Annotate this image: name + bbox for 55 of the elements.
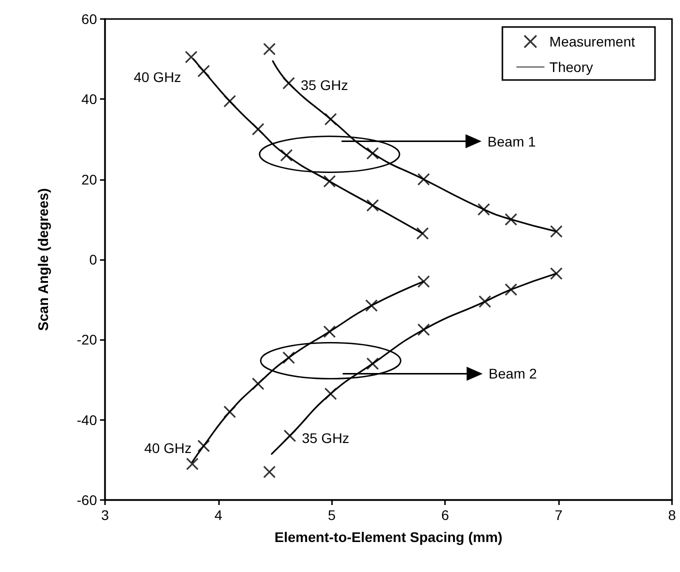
point — [263, 42, 276, 56]
point — [366, 199, 379, 212]
y-tick-label: -40 — [76, 412, 98, 428]
x-tick-label: 4 — [214, 507, 222, 523]
x-tick-label: 7 — [554, 507, 563, 523]
point — [366, 146, 379, 160]
annotation: 35 GHz — [300, 77, 348, 94]
point — [197, 64, 210, 78]
point — [477, 203, 490, 216]
point — [263, 466, 276, 478]
point — [252, 377, 264, 390]
point — [417, 173, 430, 186]
annotation: Beam 2 — [488, 366, 538, 382]
point — [186, 458, 199, 470]
x-tick-label: 5 — [328, 507, 336, 523]
point — [550, 267, 563, 280]
y-tick-label: 0 — [89, 252, 98, 268]
point — [280, 148, 293, 162]
point — [252, 122, 264, 136]
y-axis-title: Scan Angle (degrees) — [35, 188, 51, 331]
point — [366, 357, 379, 370]
point — [197, 440, 210, 452]
point — [323, 325, 336, 338]
x-axis-title: Element-to-Element Spacing (mm) — [274, 529, 502, 545]
x-tick-label: 8 — [668, 507, 676, 523]
annotation: 40 GHz — [134, 69, 182, 86]
point — [223, 94, 236, 108]
point — [365, 299, 378, 312]
point — [324, 112, 337, 126]
point — [323, 175, 336, 188]
y-tick-label: -60 — [76, 492, 98, 508]
y-tick-label: 60 — [81, 11, 98, 27]
point — [282, 351, 296, 364]
y-tick-label: 40 — [81, 91, 98, 108]
point — [417, 275, 430, 288]
x-tick-label: 3 — [101, 507, 110, 523]
annotation: 35 GHz — [302, 430, 350, 446]
point — [478, 295, 492, 308]
point — [284, 430, 296, 442]
point — [282, 76, 296, 90]
point — [324, 387, 337, 400]
point — [504, 283, 518, 296]
point — [223, 406, 236, 418]
point — [417, 323, 430, 336]
x-tick-label: 6 — [441, 507, 450, 523]
point — [550, 225, 563, 238]
annotation: Beam 1 — [488, 133, 536, 150]
annotation: 40 GHz — [144, 440, 192, 456]
point — [416, 227, 429, 240]
point — [504, 213, 518, 226]
y-tick-label: 20 — [81, 171, 98, 188]
legend-label: Theory — [549, 59, 593, 75]
point — [184, 50, 198, 64]
y-tick-label: -20 — [76, 332, 98, 348]
legend-label: Measurement — [549, 34, 636, 50]
